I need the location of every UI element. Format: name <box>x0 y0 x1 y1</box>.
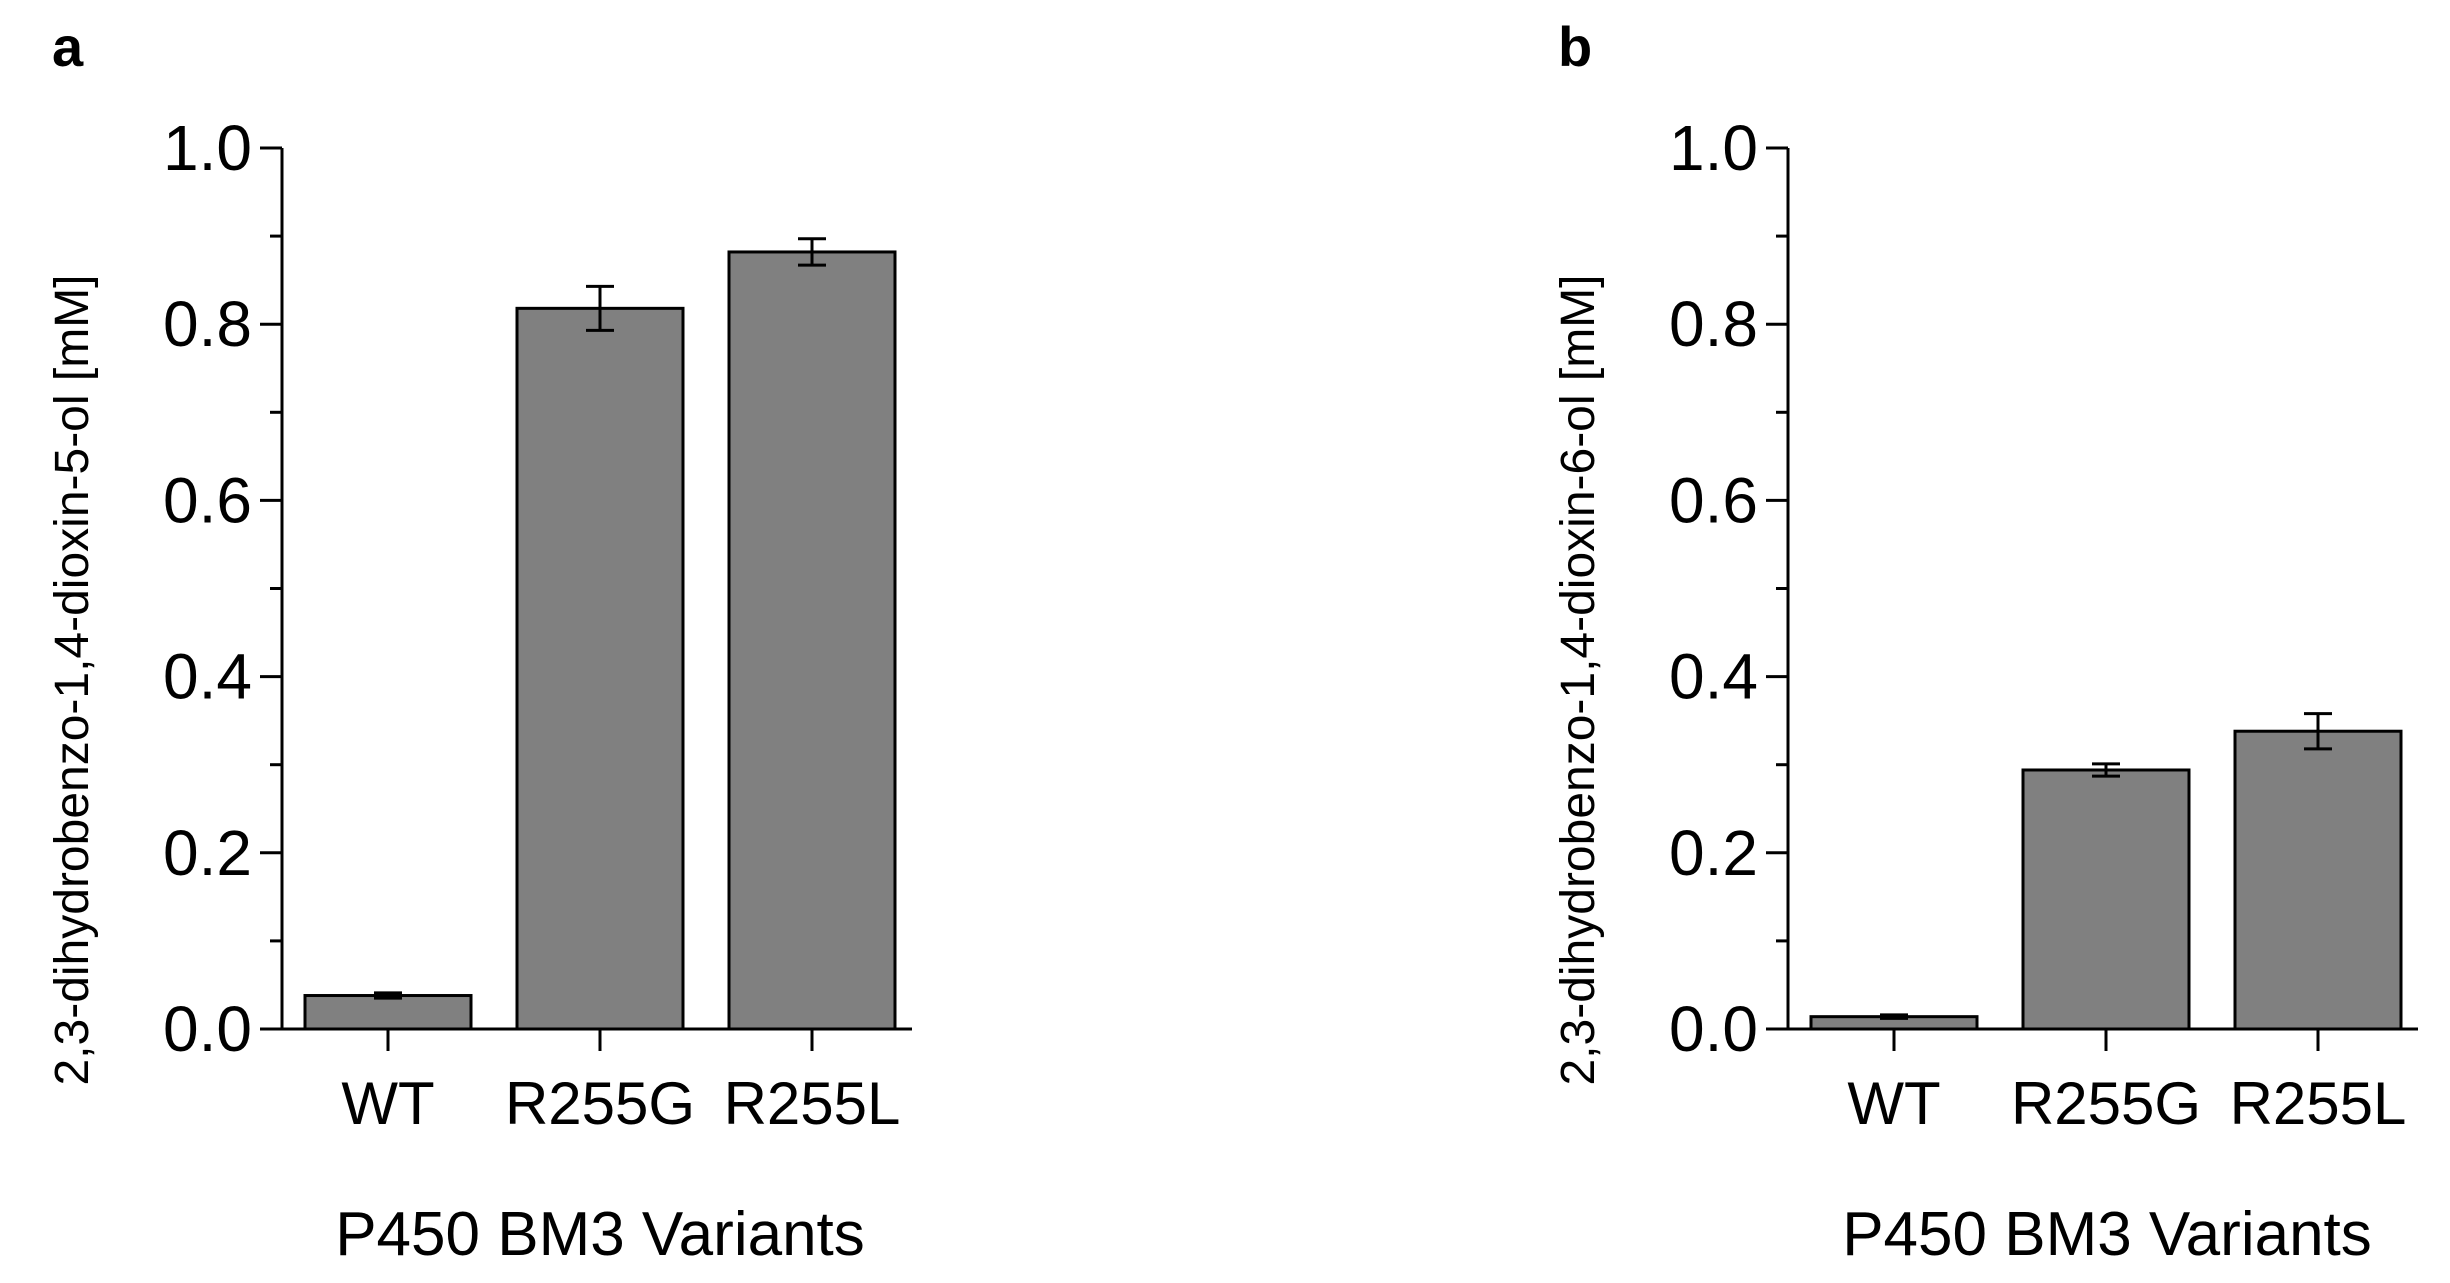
panel-a-y-tick-label: 0.0 <box>163 993 252 1065</box>
panel-b-x-tick-label-wt: WT <box>1847 1070 1940 1137</box>
panel-a-x-tick-label-wt: WT <box>341 1070 434 1137</box>
panel-b-bar-r255l <box>2233 729 2403 1031</box>
panel-b: b 2,3-dihydrobenzo-1,4-dioxin-6-ol [mM] … <box>1552 15 2418 1269</box>
panel-a-y-tick-label: 0.6 <box>163 464 252 536</box>
panel-a-letter: a <box>52 15 84 78</box>
panel-a-plot: 0.0 0.2 0.4 0.6 0.8 1.0 WT R255G R255L <box>163 112 912 1137</box>
panel-b-x-axis-title: P450 BM3 Variants <box>1842 1200 2372 1269</box>
panel-b-y-tick-label: 0.2 <box>1669 817 1758 889</box>
panel-a-bar-wt <box>303 994 473 1031</box>
panel-b-bar-r255g <box>2021 768 2191 1031</box>
panel-b-y-tick-label: 0.8 <box>1669 288 1758 360</box>
panel-b-y-tick-label: 1.0 <box>1669 112 1758 184</box>
panel-b-x-tick-label-r255g: R255G <box>2011 1070 2201 1137</box>
panel-b-y-tick-label: 0.6 <box>1669 464 1758 536</box>
panel-a-y-tick-label: 0.4 <box>163 641 252 713</box>
panel-a-bar-r255g <box>515 306 685 1031</box>
panel-b-plot: 0.0 0.2 0.4 0.6 0.8 1.0 WT R255G R255L <box>1669 112 2418 1137</box>
panel-a-x-axis-title: P450 BM3 Variants <box>335 1200 865 1269</box>
panel-a-bar-r255l <box>727 250 897 1031</box>
panel-b-y-axis-title: 2,3-dihydrobenzo-1,4-dioxin-6-ol [mM] <box>1552 274 1605 1085</box>
panel-b-x-tick-label-r255l: R255L <box>2230 1070 2407 1137</box>
panel-b-letter: b <box>1558 15 1592 78</box>
panel-a-y-tick-label: 1.0 <box>163 112 252 184</box>
panel-a-x-tick-label-r255g: R255G <box>505 1070 695 1137</box>
panel-a-y-tick-label: 0.2 <box>163 817 252 889</box>
panel-b-y-tick-label: 0.4 <box>1669 641 1758 713</box>
panel-b-y-tick-label: 0.0 <box>1669 993 1758 1065</box>
panel-a: a 2,3-dihydrobenzo-1,4-dioxin-5-ol [mM] … <box>46 15 912 1269</box>
panel-a-y-tick-label: 0.8 <box>163 288 252 360</box>
panel-a-x-tick-label-r255l: R255L <box>724 1070 901 1137</box>
panel-a-y-axis-title: 2,3-dihydrobenzo-1,4-dioxin-5-ol [mM] <box>46 274 99 1085</box>
